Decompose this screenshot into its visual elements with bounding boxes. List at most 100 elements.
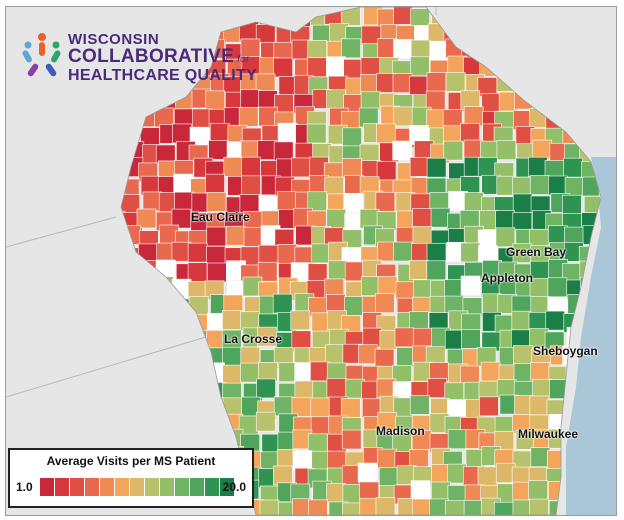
logo-line-2-main: COLLABORATIVE [68, 46, 235, 67]
zip-region [310, 397, 331, 418]
zip-region [460, 123, 480, 143]
zip-region [477, 466, 498, 487]
zip-region [341, 38, 361, 59]
zip-region [307, 57, 327, 78]
zip-region [222, 310, 242, 330]
zip-region [206, 262, 227, 283]
zip-region [326, 89, 346, 109]
zip-region [392, 73, 413, 93]
zip-region [208, 140, 228, 160]
legend-max-label: 20.0 [222, 480, 246, 494]
zip-region [393, 241, 413, 262]
zip-region [344, 296, 364, 316]
zip-region [430, 481, 451, 502]
zip-region [342, 127, 362, 148]
zip-region [461, 329, 481, 349]
zip-region [409, 259, 429, 280]
zip-region [341, 429, 362, 450]
zip-region [545, 310, 566, 331]
zip-region [342, 502, 362, 515]
zip-region [277, 191, 297, 212]
zip-region [393, 7, 413, 25]
zip-region [375, 497, 396, 515]
zip-region [376, 73, 396, 93]
zip-region [444, 500, 465, 515]
zip-region [187, 242, 208, 263]
zip-region [273, 141, 294, 162]
zip-region [187, 262, 208, 282]
logo-line-3: HEALTHCARE QUALITY [68, 67, 258, 84]
zip-region [495, 210, 515, 230]
zip-region [362, 327, 383, 348]
zip-region [376, 123, 396, 144]
zip-region [225, 225, 246, 246]
zip-region [240, 89, 261, 110]
zip-region [412, 208, 432, 228]
zip-region [340, 7, 361, 26]
zip-region [409, 75, 429, 96]
zip-region [412, 327, 433, 348]
zip-region [326, 56, 346, 77]
zip-region [341, 158, 362, 178]
zip-region [343, 59, 364, 79]
zip-region [426, 109, 446, 130]
legend-swatch [115, 478, 129, 496]
zip-region [257, 261, 278, 282]
zip-region [310, 361, 330, 382]
zip-region [241, 156, 261, 177]
zip-region [562, 194, 582, 215]
city-label-milwaukee: Milwaukee [518, 427, 579, 441]
zip-region [410, 480, 431, 500]
zip-region [410, 8, 430, 28]
legend-swatch [220, 478, 234, 496]
zip-region [307, 40, 328, 60]
zip-region [443, 140, 464, 161]
zip-region [529, 175, 550, 195]
zip-region [306, 123, 327, 144]
zip-region [174, 191, 194, 212]
zip-region [426, 260, 447, 281]
zip-region [340, 398, 361, 418]
legend-title: Average Visits per MS Patient [46, 454, 216, 468]
zip-region [360, 276, 381, 297]
zip-region [308, 499, 328, 515]
zip-region [290, 310, 311, 331]
zip-region [294, 380, 315, 401]
zip-region [238, 106, 259, 127]
zip-region [310, 416, 331, 437]
zip-region [548, 175, 568, 196]
zip-region [326, 378, 347, 398]
logo-line-2-for: for [237, 54, 250, 65]
zip-region [447, 429, 468, 450]
zip-region [496, 140, 517, 160]
zip-region [412, 279, 433, 300]
zip-region [393, 39, 413, 59]
zip-region [328, 260, 348, 281]
zip-region [172, 123, 192, 144]
zip-region [463, 106, 484, 126]
choropleth-map [6, 7, 616, 515]
zip-region [307, 433, 328, 454]
zip-region [463, 139, 484, 160]
zip-region [291, 157, 311, 178]
zip-region [512, 499, 533, 515]
zip-region [205, 173, 225, 194]
zip-region [292, 450, 313, 470]
zip-region [392, 140, 412, 161]
zip-region [375, 191, 396, 212]
zip-region [277, 122, 298, 143]
zip-region [528, 156, 548, 177]
zip-region [409, 395, 430, 415]
zip-region [512, 193, 533, 214]
zip-region [460, 275, 481, 296]
zip-region [512, 176, 532, 197]
wchq-logo: WISCONSIN COLLABORATIVE for HEALTHCARE QU… [20, 29, 270, 91]
zip-region [222, 364, 243, 385]
legend-swatch [85, 478, 99, 496]
legend-swatch [160, 478, 174, 496]
zip-region [206, 226, 227, 247]
zip-region [343, 193, 364, 213]
zip-region [358, 344, 378, 365]
zip-region [463, 499, 484, 515]
city-label-la-crosse: La Crosse [224, 332, 283, 346]
